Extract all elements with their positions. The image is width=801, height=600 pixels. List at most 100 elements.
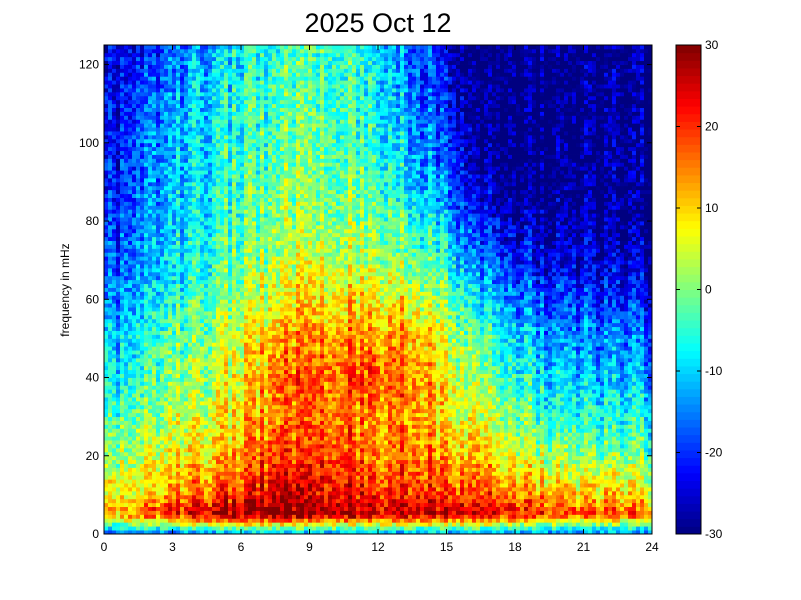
heatmap-cell [124,295,129,300]
heatmap-cell [244,522,249,527]
heatmap-cell [228,240,233,245]
heatmap-cell [188,463,193,468]
heatmap-cell [232,267,237,273]
heatmap-cell [256,326,261,331]
heatmap-cell [148,260,153,265]
heatmap-cell [128,440,133,445]
heatmap-cell [116,303,121,308]
heatmap-cell [120,498,125,504]
heatmap-cell [116,260,121,265]
heatmap-cell [128,178,133,183]
heatmap-cell [248,99,253,105]
heatmap-cell [120,244,125,249]
heatmap-cell [132,522,137,527]
heatmap-cell [116,48,121,54]
heatmap-cell [236,174,241,179]
heatmap-cell [120,311,125,316]
heatmap-cell [108,76,113,81]
heatmap-cell [128,252,133,257]
heatmap-cell [260,463,265,468]
heatmap-cell [148,178,153,183]
heatmap-cell [212,189,217,195]
heatmap-cell [256,166,261,171]
heatmap-cell [188,326,193,331]
heatmap-cell [164,131,169,136]
heatmap-cell [140,217,145,222]
heatmap-cell [236,248,241,253]
heatmap-cell [136,119,141,124]
heatmap-cell [172,252,177,257]
heatmap-cell [136,271,141,277]
heatmap-cell [124,95,129,101]
heatmap-cell [228,170,233,175]
heatmap-cell [124,291,129,296]
heatmap-cell [220,522,225,527]
heatmap-cell [120,424,125,429]
heatmap-cell [188,361,193,367]
heatmap-cell [224,530,229,535]
heatmap-cell [204,271,209,277]
heatmap-cell [116,119,121,124]
heatmap-cell [164,64,169,69]
heatmap-cell [156,350,161,355]
heatmap-cell [140,123,145,128]
heatmap-cell [132,307,137,312]
heatmap-cell [224,52,229,58]
heatmap-cell [116,318,121,324]
heatmap-cell [148,99,153,105]
heatmap-cell [252,146,257,152]
heatmap-cell [140,498,145,504]
heatmap-cell [220,260,225,265]
heatmap-cell [168,174,173,179]
heatmap-cell [204,260,209,265]
heatmap-cell [216,260,221,265]
heatmap-cell [212,252,217,257]
heatmap-cell [220,158,225,163]
heatmap-cell [204,361,209,367]
heatmap-cell [108,107,113,112]
heatmap-cell [136,479,141,484]
heatmap-cell [112,389,117,394]
heatmap-cell [148,420,153,425]
heatmap-cell [104,279,109,285]
heatmap-cell [180,416,185,421]
heatmap-cell [104,400,109,406]
heatmap-cell [256,107,261,112]
heatmap-cell [260,338,265,343]
heatmap-cell [176,221,181,226]
heatmap-cell [232,185,237,191]
heatmap-cell [164,291,169,296]
heatmap-cell [176,424,181,429]
heatmap-cell [108,498,113,504]
heatmap-cell [252,424,257,429]
heatmap-cell [148,346,153,351]
heatmap-cell [128,502,133,508]
heatmap-cell [224,498,229,504]
heatmap-cell [128,271,133,277]
heatmap-cell [196,72,201,77]
heatmap-cell [240,428,245,433]
heatmap-cell [120,217,125,222]
heatmap-cell [216,181,221,187]
heatmap-cell [120,530,125,535]
heatmap-cell [252,342,257,347]
heatmap-cell [212,115,217,120]
heatmap-cell [192,221,197,226]
heatmap-cell [228,244,233,249]
heatmap-cell [116,459,121,464]
heatmap-cell [248,170,253,175]
heatmap-cell [136,228,141,234]
heatmap-cell [220,248,225,253]
heatmap-cell [164,217,169,222]
heatmap-cell [168,127,173,132]
heatmap-cell [192,326,197,331]
heatmap-cell [152,232,157,238]
heatmap-cell [196,150,201,155]
heatmap-cell [120,240,125,245]
heatmap-cell [192,455,197,461]
heatmap-cell [108,459,113,464]
heatmap-cell [220,322,225,328]
heatmap-cell [216,248,221,253]
heatmap-cell [120,295,125,300]
heatmap-cell [128,361,133,367]
